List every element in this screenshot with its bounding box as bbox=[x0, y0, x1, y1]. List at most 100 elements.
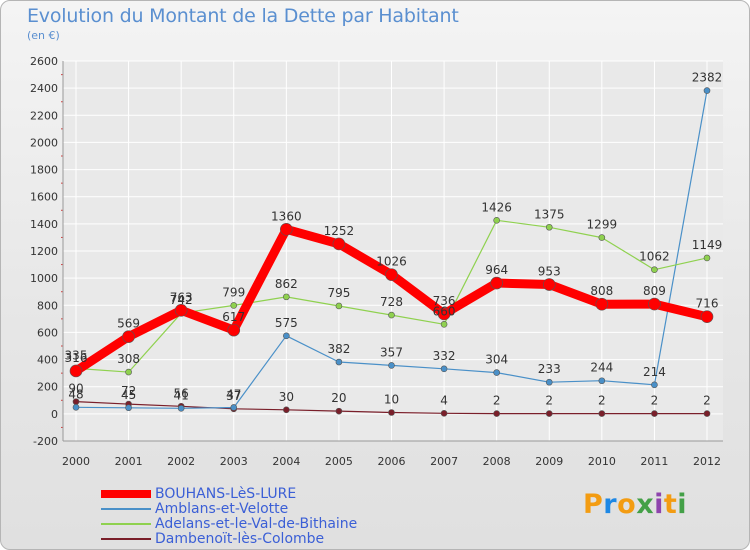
data-label-dambeno-t-l-s-colombe: 2 bbox=[703, 394, 711, 408]
data-label-amblans-et-velotte: 332 bbox=[433, 349, 456, 363]
data-point-amblans-et-velotte bbox=[177, 404, 185, 412]
data-label-dambeno-t-l-s-colombe: 10 bbox=[384, 393, 399, 407]
data-label-adelans-et-le-val-de-bithaine: 1149 bbox=[692, 238, 723, 252]
y-tick-label: 2600 bbox=[30, 55, 58, 68]
data-point-adelans-et-le-val-de-bithaine bbox=[125, 368, 132, 376]
legend-item: BOUHANS-LèS-LURE bbox=[101, 486, 401, 502]
legend-label: Amblans-et-Velotte bbox=[155, 501, 289, 517]
x-tick-label: 2009 bbox=[535, 455, 563, 468]
data-point-adelans-et-le-val-de-bithaine bbox=[335, 302, 343, 310]
legend-swatch bbox=[101, 490, 151, 498]
data-point-adelans-et-le-val-de-bithaine bbox=[493, 217, 500, 224]
x-tick-label: 2011 bbox=[640, 455, 668, 468]
data-point-bouhans-l-s-lure bbox=[490, 276, 503, 290]
y-tick-label: 0 bbox=[51, 408, 58, 421]
data-label-amblans-et-velotte: 214 bbox=[643, 365, 666, 379]
data-label-amblans-et-velotte: 47 bbox=[226, 387, 241, 401]
y-tick-label: 1000 bbox=[30, 272, 58, 285]
data-label-bouhans-l-s-lure: 1360 bbox=[271, 209, 302, 223]
data-point-dambeno-t-l-s-colombe bbox=[545, 410, 553, 417]
data-point-dambeno-t-l-s-colombe bbox=[598, 410, 606, 417]
data-label-adelans-et-le-val-de-bithaine: 1299 bbox=[587, 218, 618, 232]
data-label-bouhans-l-s-lure: 809 bbox=[643, 284, 666, 298]
data-label-adelans-et-le-val-de-bithaine: 335 bbox=[65, 348, 88, 362]
data-label-adelans-et-le-val-de-bithaine: 1062 bbox=[639, 250, 670, 264]
legend-label: BOUHANS-LèS-LURE bbox=[155, 486, 297, 502]
y-tick-label: 2000 bbox=[30, 136, 58, 149]
data-label-bouhans-l-s-lure: 569 bbox=[117, 317, 140, 331]
data-label-adelans-et-le-val-de-bithaine: 728 bbox=[380, 295, 403, 309]
data-label-dambeno-t-l-s-colombe: 20 bbox=[331, 391, 346, 405]
x-tick-label: 2012 bbox=[693, 455, 721, 468]
data-point-bouhans-l-s-lure bbox=[122, 330, 135, 343]
legend-item: Amblans-et-Velotte bbox=[101, 501, 401, 517]
data-label-amblans-et-velotte: 48 bbox=[68, 387, 83, 401]
data-point-amblans-et-velotte bbox=[651, 381, 658, 389]
data-point-adelans-et-le-val-de-bithaine bbox=[598, 234, 606, 241]
x-tick-label: 2006 bbox=[378, 455, 406, 468]
chart-subtitle: (en €) bbox=[27, 29, 60, 42]
data-label-dambeno-t-l-s-colombe: 2 bbox=[598, 394, 606, 408]
logo-letter: i bbox=[654, 489, 664, 520]
data-point-amblans-et-velotte bbox=[335, 358, 343, 366]
data-label-bouhans-l-s-lure: 716 bbox=[696, 297, 719, 311]
y-tick-label: 2400 bbox=[30, 82, 58, 95]
y-tick-label: 600 bbox=[37, 326, 58, 339]
data-label-dambeno-t-l-s-colombe: 72 bbox=[121, 384, 136, 398]
logo-letter: P bbox=[583, 489, 604, 520]
y-tick-label: 800 bbox=[37, 299, 58, 312]
data-point-adelans-et-le-val-de-bithaine bbox=[651, 266, 658, 274]
y-tick-label: 1200 bbox=[30, 245, 58, 258]
data-point-adelans-et-le-val-de-bithaine bbox=[230, 302, 238, 309]
x-tick-label: 2008 bbox=[483, 455, 511, 468]
data-point-bouhans-l-s-lure bbox=[69, 364, 83, 378]
data-label-bouhans-l-s-lure: 808 bbox=[590, 284, 613, 298]
data-point-bouhans-l-s-lure bbox=[227, 323, 241, 337]
y-tick-label: -200 bbox=[33, 435, 58, 448]
data-label-amblans-et-velotte: 382 bbox=[327, 342, 350, 356]
x-tick-label: 2010 bbox=[588, 455, 616, 468]
data-label-amblans-et-velotte: 575 bbox=[275, 316, 298, 330]
legend-item: Dambenoït-lès-Colombe bbox=[101, 531, 401, 547]
data-label-dambeno-t-l-s-colombe: 56 bbox=[174, 386, 189, 400]
logo-letter: r bbox=[603, 489, 618, 520]
chart-title: Evolution du Montant de la Dette par Hab… bbox=[27, 5, 459, 27]
data-label-adelans-et-le-val-de-bithaine: 660 bbox=[433, 304, 456, 318]
y-tick-label: 400 bbox=[37, 354, 58, 367]
data-point-amblans-et-velotte bbox=[230, 404, 238, 411]
x-tick-label: 2007 bbox=[430, 455, 458, 468]
logo-letter: o bbox=[617, 489, 637, 520]
data-point-bouhans-l-s-lure bbox=[385, 268, 398, 281]
data-label-amblans-et-velotte: 233 bbox=[538, 362, 561, 376]
data-label-adelans-et-le-val-de-bithaine: 308 bbox=[117, 352, 140, 366]
x-tick-label: 2001 bbox=[115, 455, 143, 468]
data-point-amblans-et-velotte bbox=[598, 377, 606, 385]
data-label-bouhans-l-s-lure: 1026 bbox=[376, 255, 407, 269]
data-label-amblans-et-velotte: 41 bbox=[174, 388, 189, 402]
data-point-amblans-et-velotte bbox=[703, 87, 711, 94]
logo-letter: i bbox=[677, 489, 688, 520]
data-point-amblans-et-velotte bbox=[72, 404, 80, 411]
data-label-amblans-et-velotte: 304 bbox=[485, 353, 508, 367]
data-point-dambeno-t-l-s-colombe bbox=[388, 409, 395, 416]
legend-swatch bbox=[101, 538, 151, 540]
y-tick-label: 1600 bbox=[30, 191, 58, 204]
legend-label: Dambenoït-lès-Colombe bbox=[155, 531, 325, 547]
data-point-bouhans-l-s-lure bbox=[648, 297, 661, 311]
x-tick-label: 2003 bbox=[220, 455, 248, 468]
data-label-bouhans-l-s-lure: 617 bbox=[222, 310, 245, 324]
data-label-amblans-et-velotte: 357 bbox=[380, 345, 403, 359]
data-label-adelans-et-le-val-de-bithaine: 1375 bbox=[534, 207, 565, 221]
data-point-amblans-et-velotte bbox=[388, 362, 395, 369]
data-label-adelans-et-le-val-de-bithaine: 795 bbox=[327, 286, 350, 300]
data-point-amblans-et-velotte bbox=[545, 378, 553, 386]
data-label-amblans-et-velotte: 244 bbox=[590, 361, 613, 375]
data-label-dambeno-t-l-s-colombe: 4 bbox=[440, 393, 448, 407]
x-tick-label: 2005 bbox=[325, 455, 353, 468]
legend-label: Adelans-et-le-Val-de-Bithaine bbox=[155, 516, 358, 532]
legend-item: Adelans-et-le-Val-de-Bithaine bbox=[101, 516, 401, 532]
data-label-adelans-et-le-val-de-bithaine: 1426 bbox=[481, 200, 512, 214]
data-label-dambeno-t-l-s-colombe: 2 bbox=[493, 394, 501, 408]
data-point-dambeno-t-l-s-colombe bbox=[335, 407, 343, 415]
